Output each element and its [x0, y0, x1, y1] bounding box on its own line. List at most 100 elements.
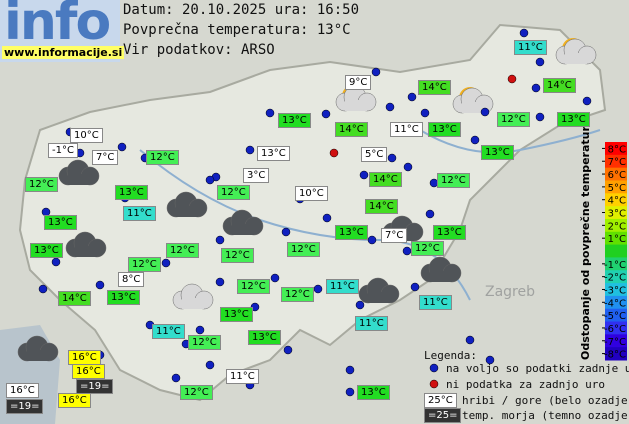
station-temp: 11°C	[419, 295, 452, 310]
station-dot	[371, 67, 381, 77]
legend-item: temp. morja (temno ozadje)	[462, 409, 629, 422]
cloud	[27, 350, 49, 361]
station-temp: 13°C	[107, 290, 140, 305]
legend-dot	[429, 379, 439, 389]
station-dot	[195, 325, 205, 335]
station-dot	[171, 373, 181, 383]
station-temp: 13°C	[428, 122, 461, 137]
station-dot	[535, 57, 545, 67]
cloud	[68, 174, 90, 185]
scale-band	[605, 334, 627, 348]
station-temp: 12°C	[221, 248, 254, 263]
header-line: Datum: 20.10.2025 ura: 16:50	[123, 2, 360, 18]
logo: info	[4, 0, 111, 52]
legend-item: hribi / gore (belo ozadje)	[462, 394, 629, 407]
station-dot	[51, 257, 61, 267]
station-dot	[402, 246, 412, 256]
legend-title: Legenda:	[424, 349, 477, 362]
station-temp: 13°C	[44, 215, 77, 230]
station-temp: 8°C	[118, 272, 145, 287]
scale-label: 2°C	[608, 221, 626, 232]
station-dot	[425, 209, 435, 219]
station-temp: 7°C	[381, 228, 408, 243]
station-temp: 12°C	[217, 185, 250, 200]
station-temp: 12°C	[287, 242, 320, 257]
station-dot	[385, 102, 395, 112]
station-dot	[359, 170, 369, 180]
cloud	[345, 100, 367, 111]
river	[419, 129, 601, 154]
station-temp: 16°C	[6, 383, 39, 398]
scale-band	[605, 308, 627, 323]
legend-dot	[429, 363, 439, 373]
station-dot	[403, 162, 413, 172]
scale-label: -4°C	[604, 298, 626, 309]
station-dot	[582, 96, 592, 106]
station-dot	[465, 335, 475, 345]
scale-label: -5°C	[604, 311, 626, 322]
station-dot	[245, 145, 255, 155]
scale-label: 1°C	[608, 234, 626, 245]
scale-title: Odstopanje od povprečne temperature:	[579, 114, 592, 360]
station-temp: =19=	[76, 379, 114, 394]
scale-band	[605, 180, 627, 194]
scale-band	[605, 321, 627, 335]
station-dot	[281, 227, 291, 237]
station-dot	[161, 258, 171, 268]
station-temp: 16°C	[72, 364, 105, 379]
scale-band	[605, 142, 627, 156]
scale-label: -6°C	[604, 324, 626, 335]
station-dot	[387, 153, 397, 163]
station-dot	[322, 213, 332, 223]
scale-band	[605, 231, 627, 246]
header-line: Vir podatkov: ARSO	[123, 42, 275, 58]
station-dot	[480, 107, 490, 117]
station-dot	[265, 108, 275, 118]
station-temp: 12°C	[281, 287, 314, 302]
station-temp: 14°C	[543, 78, 576, 93]
place-label: Zagreb	[485, 284, 536, 300]
station-dot	[345, 365, 355, 375]
station-temp: 14°C	[418, 80, 451, 95]
station-dot	[410, 282, 420, 292]
legend-item: na voljo so podatki zadnje ure	[446, 362, 629, 375]
station-dot	[367, 235, 377, 245]
legend-sample: 25°C	[424, 393, 457, 408]
cloud	[176, 206, 198, 217]
scale-band	[605, 257, 627, 271]
station-temp: 14°C	[369, 172, 402, 187]
station-temp: 13°C	[357, 385, 390, 400]
station-temp: 12°C	[180, 385, 213, 400]
cloud	[232, 224, 254, 235]
station-dot	[345, 387, 355, 397]
station-temp: 13°C	[278, 113, 311, 128]
station-temp: 13°C	[335, 225, 368, 240]
station-dot	[313, 284, 323, 294]
station-temp: 12°C	[25, 177, 58, 192]
scale-label: 6°C	[608, 170, 626, 181]
station-dot	[531, 83, 541, 93]
station-temp: 13°C	[257, 146, 290, 161]
station-temp: 13°C	[115, 185, 148, 200]
station-dot	[407, 92, 417, 102]
station-dot-missing	[507, 74, 517, 84]
station-temp: 11°C	[226, 369, 259, 384]
scale-label: -2°C	[604, 273, 626, 284]
station-temp: 11°C	[123, 206, 156, 221]
station-temp: 16°C	[68, 350, 101, 365]
station-dot	[270, 273, 280, 283]
scale-label: 3°C	[608, 209, 626, 220]
station-temp: 11°C	[355, 316, 388, 331]
station-dot	[215, 235, 225, 245]
station-temp: 11°C	[152, 324, 185, 339]
cloud	[75, 246, 97, 257]
legend-item: ni podatka za zadnjo uro	[446, 378, 605, 391]
cloud	[462, 102, 484, 113]
station-dot	[485, 355, 495, 365]
station-temp: 11°C	[390, 122, 423, 137]
station-temp: =19=	[6, 399, 44, 414]
scale-band	[605, 154, 627, 169]
station-temp: 12°C	[188, 335, 221, 350]
station-temp: 3°C	[243, 168, 270, 183]
